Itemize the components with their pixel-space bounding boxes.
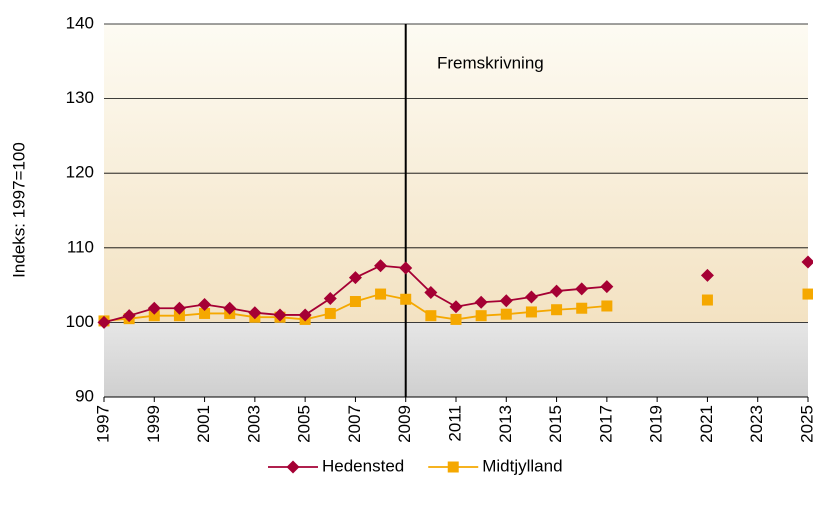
x-tick-label: 2005 — [295, 405, 314, 443]
marker — [551, 304, 562, 315]
plot-background — [104, 322, 808, 397]
y-tick-label: 120 — [66, 163, 94, 182]
y-tick-label: 100 — [66, 312, 94, 331]
marker — [325, 308, 336, 319]
y-tick-label: 110 — [67, 237, 94, 256]
marker — [287, 461, 300, 474]
x-tick-label: 2001 — [194, 405, 213, 443]
x-tick-label: 2017 — [596, 405, 615, 443]
y-axis-label: Indeks: 1997=100 — [9, 142, 28, 278]
marker — [601, 300, 612, 311]
marker — [526, 306, 537, 317]
y-tick-label: 130 — [66, 88, 94, 107]
x-tick-label: 1999 — [144, 405, 163, 443]
x-tick-label: 1997 — [93, 405, 112, 443]
x-tick-label: 2025 — [797, 405, 813, 443]
x-tick-label: 2013 — [496, 405, 515, 443]
x-tick-label: 2019 — [647, 405, 666, 443]
marker — [350, 296, 361, 307]
x-tick-label: 2011 — [445, 405, 464, 442]
marker — [425, 310, 436, 321]
marker — [702, 295, 713, 306]
legend-item: Hedensted — [268, 456, 404, 475]
marker — [501, 309, 512, 320]
x-tick-label: 2007 — [345, 405, 364, 443]
y-tick-label: 90 — [75, 386, 94, 405]
x-tick-label: 2003 — [244, 405, 263, 443]
marker — [803, 289, 813, 300]
x-tick-label: 2009 — [395, 405, 414, 443]
x-tick-label: 2021 — [697, 405, 716, 443]
legend-label: Hedensted — [322, 456, 404, 475]
annotation: Fremskrivning — [437, 53, 544, 72]
legend-label: Midtjylland — [482, 456, 562, 475]
legend-item: Midtjylland — [428, 456, 562, 475]
x-tick-label: 2015 — [546, 405, 565, 443]
marker — [476, 310, 487, 321]
y-tick-label: 140 — [66, 13, 94, 32]
marker — [576, 303, 587, 314]
marker — [448, 462, 459, 473]
marker — [375, 289, 386, 300]
x-tick-label: 2023 — [747, 405, 766, 443]
marker — [400, 294, 411, 305]
marker — [451, 314, 462, 325]
